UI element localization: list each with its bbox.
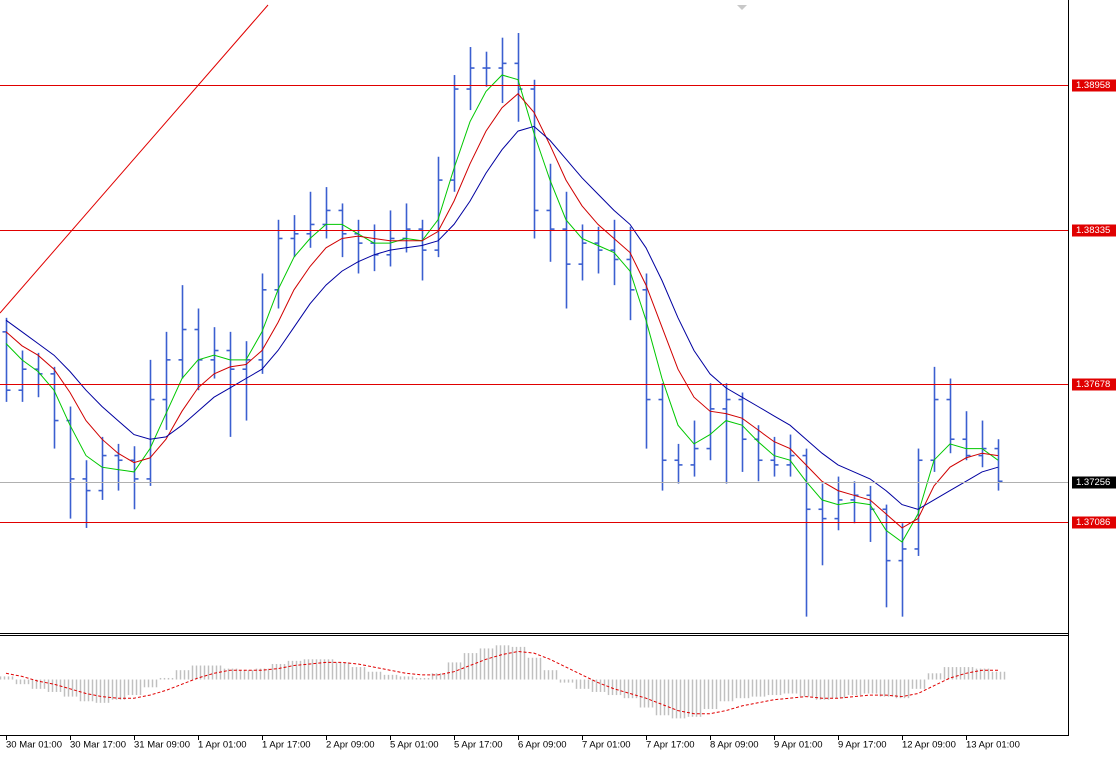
- x-tick-label: 7 Apr 17:00: [646, 740, 695, 751]
- ma-line: [5, 125, 999, 510]
- x-tick-label: 13 Apr 01:00: [966, 740, 1020, 751]
- level-label: 1.38335: [1076, 225, 1110, 236]
- x-tick-label: 9 Apr 01:00: [774, 740, 823, 751]
- trend-line: [0, 4, 269, 314]
- x-tick-label: 5 Apr 17:00: [454, 740, 503, 751]
- x-tick-label: 2 Apr 09:00: [326, 740, 375, 751]
- x-tick-label: 8 Apr 09:00: [710, 740, 759, 751]
- price-box: [1072, 476, 1116, 489]
- x-tick-label: 7 Apr 01:00: [582, 740, 631, 751]
- x-tick-label: 1 Apr 17:00: [262, 740, 311, 751]
- x-tick-label: 1 Apr 01:00: [198, 740, 247, 751]
- level-label: 1.38958: [1076, 80, 1110, 91]
- x-tick-label: 31 Mar 09:00: [134, 740, 190, 751]
- level-label: 1.37678: [1076, 379, 1110, 390]
- x-tick-label: 5 Apr 01:00: [390, 740, 439, 751]
- ma-line: [5, 650, 998, 715]
- marks: [0, 33, 1068, 719]
- x-tick-label: 30 Mar 01:00: [6, 740, 62, 751]
- x-tick-label: 12 Apr 09:00: [902, 740, 956, 751]
- ma-line: [5, 74, 999, 543]
- x-tick-label: 9 Apr 17:00: [838, 740, 887, 751]
- x-tick-label: 30 Mar 17:00: [70, 740, 126, 751]
- ma-line: [5, 92, 999, 529]
- level-box: [1072, 224, 1116, 237]
- level-label: 1.37086: [1076, 517, 1110, 528]
- price-label: 1.37256: [1076, 477, 1110, 488]
- level-box: [1072, 378, 1116, 391]
- x-tick-label: 6 Apr 09:00: [518, 740, 567, 751]
- labels: 1.38958 1.38335 1.37678 1.37086 1.37256 30 Ma…: [6, 79, 1116, 751]
- shift-marker: [737, 5, 747, 10]
- level-box: [1072, 516, 1116, 529]
- level-box: [1072, 79, 1116, 92]
